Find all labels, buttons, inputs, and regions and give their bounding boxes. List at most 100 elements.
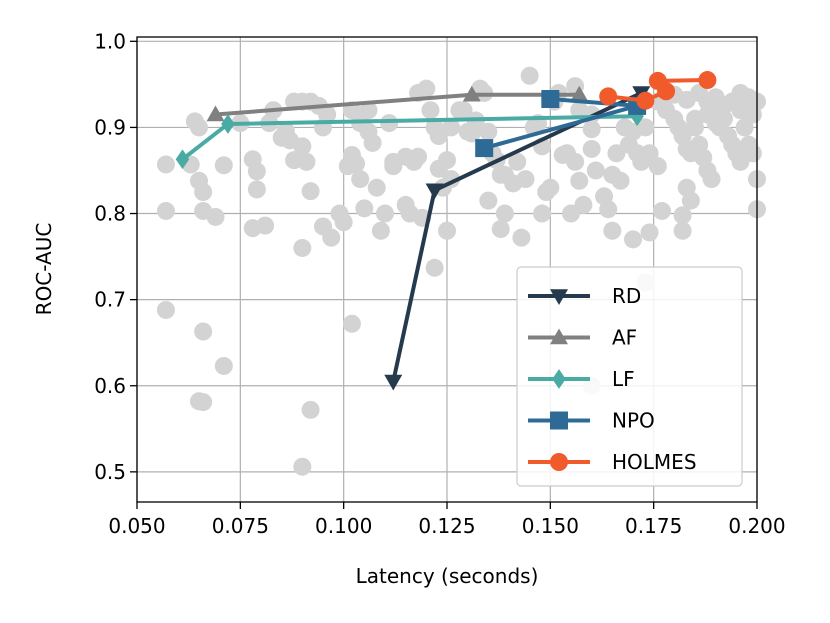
candidate-point: [351, 170, 370, 189]
candidate-point: [603, 221, 622, 240]
candidate-point: [541, 178, 560, 197]
candidate-point: [417, 79, 436, 98]
candidate-point: [376, 204, 394, 223]
candidate-point: [512, 228, 531, 247]
candidate-point: [156, 201, 175, 220]
x-tick-label: 0.200: [728, 514, 785, 538]
legend-label-rd: RD: [612, 284, 641, 308]
data-point-holmes: [599, 87, 618, 106]
candidate-point: [156, 155, 175, 174]
candidate-point: [611, 171, 630, 190]
legend-entries: RD AF LF NPO HOLMES: [528, 284, 697, 474]
candidate-point: [194, 183, 213, 201]
candidate-point: [190, 118, 208, 137]
candidate-point: [247, 180, 266, 199]
candidate-point: [479, 122, 498, 141]
candidate-point: [442, 118, 461, 137]
candidate-point: [640, 144, 659, 163]
legend-item-npo: NPO: [528, 409, 655, 433]
data-point-holmes: [636, 91, 655, 110]
candidate-point: [380, 114, 399, 133]
candidate-point: [491, 220, 510, 239]
legend-marker-holmes: [550, 453, 568, 471]
data-point-rd: [425, 183, 444, 200]
candidate-point: [731, 83, 750, 102]
candidate-point: [636, 118, 655, 137]
candidate-point: [479, 191, 498, 210]
candidate-point: [673, 221, 692, 240]
candidate-point: [677, 178, 696, 197]
data-point-npo: [541, 90, 560, 108]
series-lf: [175, 106, 644, 170]
candidate-point: [582, 120, 601, 139]
y-tick-label: 0.6: [94, 374, 126, 398]
candidate-point: [367, 178, 386, 197]
x-tick-label: 0.075: [212, 514, 269, 538]
data-point-lf: [221, 114, 235, 134]
data-point-holmes: [698, 71, 717, 90]
candidate-point: [342, 314, 361, 333]
candidate-point: [301, 400, 320, 419]
y-tick-label: 0.8: [94, 202, 126, 226]
legend-item-lf: LF: [528, 367, 635, 391]
y-axis-title: ROC-AUC: [32, 223, 56, 316]
legend-item-holmes: HOLMES: [528, 450, 697, 474]
candidate-point: [194, 393, 213, 412]
candidate-point: [425, 258, 444, 277]
legend-item-rd: RD: [528, 284, 641, 308]
candidate-point: [363, 133, 382, 152]
candidate-point: [293, 137, 312, 156]
candidate-point: [706, 114, 725, 133]
candidate-point: [297, 152, 316, 171]
candidate-point: [495, 204, 514, 223]
candidate-point: [334, 213, 353, 232]
candidate-point: [574, 195, 593, 214]
candidate-point: [599, 200, 618, 219]
candidate-point: [421, 101, 440, 120]
candidate-point: [743, 105, 762, 124]
legend-marker-lf: [552, 369, 566, 389]
data-point-af: [462, 85, 481, 102]
legend-frame: [516, 266, 743, 487]
data-point-af: [206, 105, 225, 122]
candidate-point: [516, 170, 535, 189]
series-layer: [175, 71, 717, 391]
candidate-point: [301, 182, 320, 201]
candidate-point: [347, 154, 366, 173]
candidate-point: [438, 221, 456, 240]
candidate-point: [384, 157, 403, 176]
data-point-rd: [384, 374, 403, 391]
data-point-lf: [630, 106, 644, 127]
candidate-point: [293, 457, 312, 476]
series-holmes: [599, 71, 717, 110]
candidate-point: [743, 144, 762, 163]
x-tick-label: 0.125: [418, 514, 475, 538]
candidate-point: [247, 162, 266, 181]
candidate-point: [673, 206, 692, 225]
data-point-lf: [175, 149, 190, 170]
y-tick-label: 0.5: [94, 460, 126, 484]
candidate-point: [586, 161, 605, 180]
x-tick-label: 0.175: [625, 514, 682, 538]
candidate-point: [355, 199, 374, 218]
candidate-point: [293, 238, 312, 257]
legend-label-lf: LF: [612, 367, 635, 391]
legend-marker-af: [550, 328, 568, 345]
candidate-point: [652, 201, 671, 220]
legend-label-npo: NPO: [612, 409, 655, 433]
candidate-point: [214, 356, 233, 375]
candidate-point: [533, 204, 552, 223]
candidate-point: [508, 152, 527, 171]
candidate-point: [566, 152, 585, 171]
x-tick-label: 0.150: [522, 514, 579, 538]
x-axis-title: Latency (seconds): [356, 564, 539, 588]
candidate-point: [648, 157, 667, 176]
candidate-point: [206, 207, 225, 226]
legend-label-af: AF: [612, 326, 637, 350]
data-point-npo: [475, 139, 494, 158]
candidate-point: [256, 216, 275, 235]
candidate-point: [359, 101, 378, 120]
candidate-point: [214, 156, 233, 175]
legend-label-holmes: HOLMES: [612, 450, 697, 474]
legend-item-af: AF: [528, 326, 637, 350]
